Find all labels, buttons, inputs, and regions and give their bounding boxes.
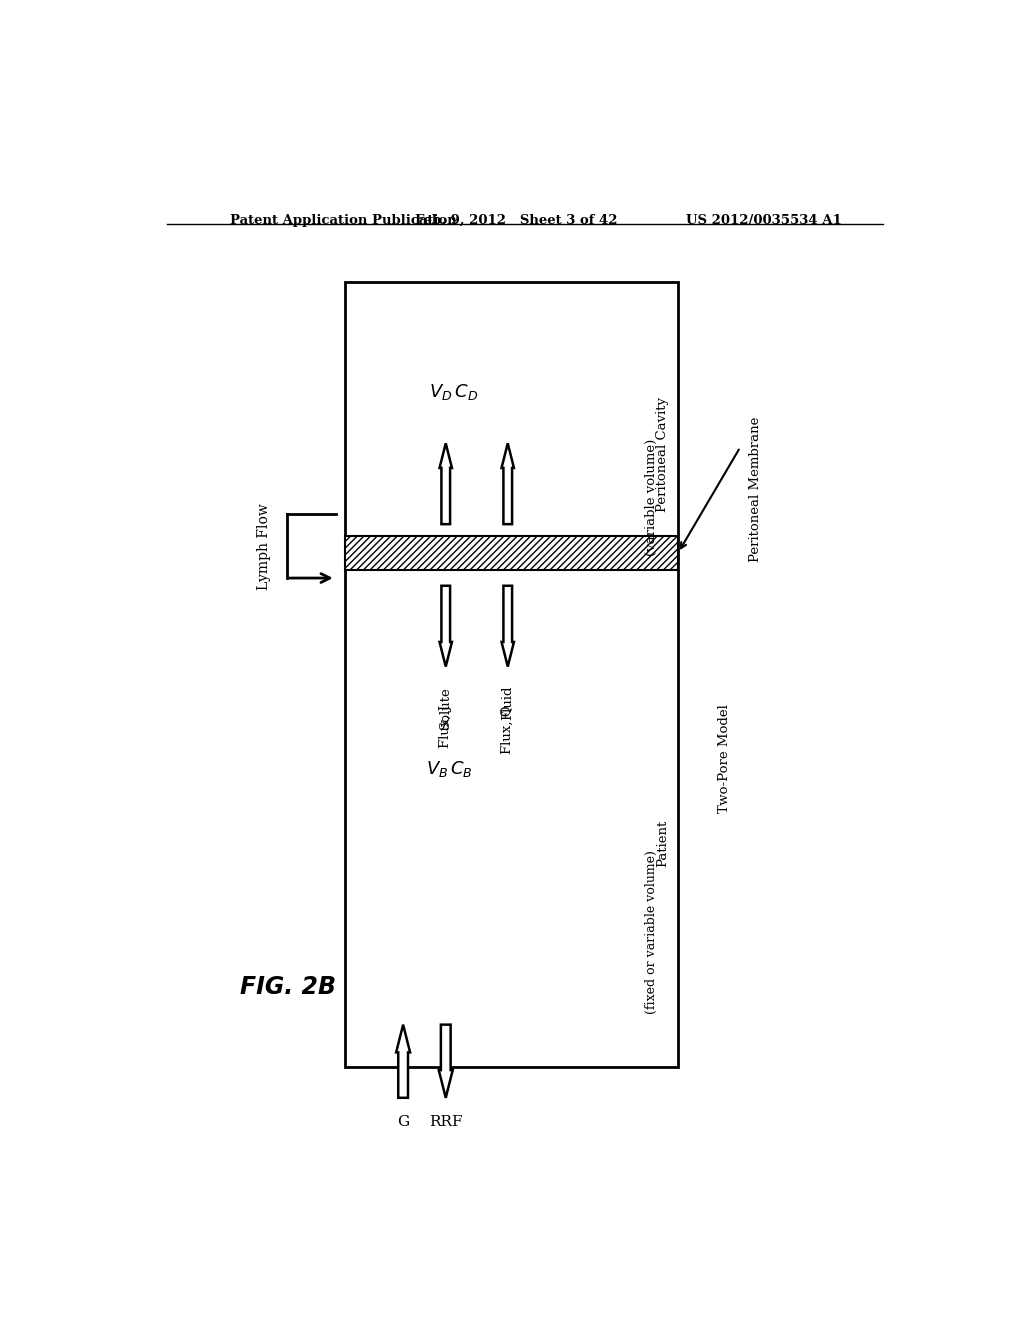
Text: Flux, Q: Flux, Q [502,705,514,754]
Text: (fixed or variable volume): (fixed or variable volume) [645,850,657,1014]
Text: Flux, J: Flux, J [439,705,453,748]
Polygon shape [439,586,452,667]
Polygon shape [396,1024,410,1098]
Text: Peritoneal Cavity: Peritoneal Cavity [656,397,670,512]
Text: G: G [397,1114,410,1129]
Polygon shape [439,444,452,524]
Polygon shape [502,586,514,667]
Text: Fluid: Fluid [502,686,514,721]
Bar [345,536,678,570]
Text: Solute: Solute [439,686,453,729]
Polygon shape [502,444,514,524]
Text: Peritoneal Membrane: Peritoneal Membrane [750,417,762,562]
Text: Lymph Flow: Lymph Flow [257,503,270,590]
Bar [345,281,678,1067]
Text: (variable volume): (variable volume) [645,438,657,556]
Text: $V_B\,C_B$: $V_B\,C_B$ [426,759,473,779]
Text: FIG. 2B: FIG. 2B [241,974,336,999]
Text: Feb. 9, 2012   Sheet 3 of 42: Feb. 9, 2012 Sheet 3 of 42 [415,214,617,227]
Text: Patient: Patient [656,820,670,867]
Text: RRF: RRF [429,1114,463,1129]
Polygon shape [438,1024,453,1098]
Text: Patent Application Publication: Patent Application Publication [230,214,457,227]
Text: Two-Pore Model: Two-Pore Model [718,705,731,813]
Text: US 2012/0035534 A1: US 2012/0035534 A1 [686,214,842,227]
Text: $V_D\,C_D$: $V_D\,C_D$ [429,381,478,401]
